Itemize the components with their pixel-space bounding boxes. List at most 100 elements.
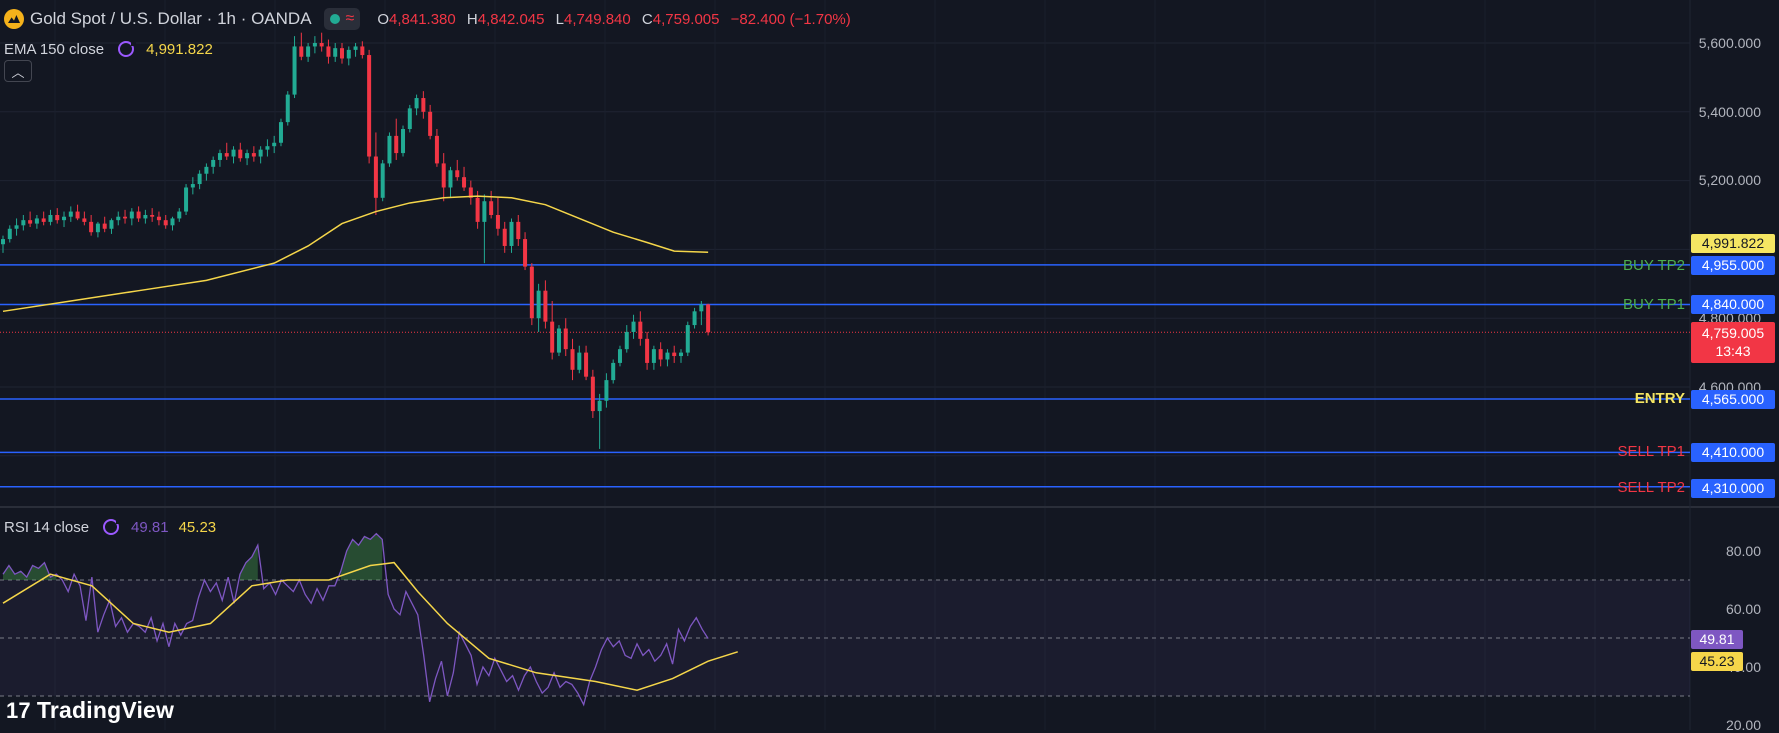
candle-body: [21, 220, 26, 226]
candle-body: [340, 48, 344, 59]
collapse-legend-button[interactable]: ︿: [4, 60, 32, 82]
rsi-legend[interactable]: RSI 14 close 49.81 45.23: [4, 517, 216, 537]
last-price-value: 4,759.005: [1701, 325, 1765, 341]
candle-body: [584, 352, 589, 377]
ema-line: [2, 195, 709, 313]
level-label-sell-tp2: SELL TP2: [1617, 479, 1685, 496]
candle-body: [346, 49, 351, 59]
candle-body: [441, 163, 446, 188]
candle-body: [238, 149, 243, 159]
candle-body: [75, 211, 80, 219]
candle-body: [258, 149, 263, 157]
candle-body: [434, 135, 439, 164]
candle-body: [387, 135, 392, 164]
level-tag-entry: 4,565.000: [1691, 390, 1775, 409]
candle-body: [529, 266, 534, 319]
candle-body: [312, 43, 317, 47]
rsi-ma-value-tag: 45.23: [1691, 652, 1743, 671]
candle-body: [265, 146, 270, 150]
price-axis-tick: 5,600.000: [1698, 35, 1761, 51]
candle-body: [645, 338, 650, 363]
candle-body: [48, 215, 53, 222]
candle-body: [394, 135, 399, 154]
candle-body: [631, 321, 636, 332]
candle-body: [353, 46, 358, 50]
candle-body: [285, 94, 290, 123]
candle-body: [95, 223, 100, 233]
candle-body: [665, 352, 670, 360]
symbol-header[interactable]: Gold Spot / U.S. Dollar · 1h · OANDA ≈ O…: [4, 8, 851, 30]
symbol-title[interactable]: Gold Spot / U.S. Dollar · 1h · OANDA: [30, 9, 312, 28]
candle-body: [123, 216, 128, 219]
candle-body: [685, 325, 690, 353]
candle-body: [197, 173, 202, 185]
tradingview-logo[interactable]: 17 TradingView: [6, 697, 175, 723]
candle-body: [28, 220, 33, 224]
candle-body: [597, 400, 602, 412]
candle-body: [489, 201, 494, 215]
candle-body: [611, 362, 616, 381]
candle-body: [129, 211, 134, 219]
level-tag-buy-tp2: 4,955.000: [1691, 256, 1775, 275]
candle-body: [482, 201, 487, 222]
ema-legend-label: EMA 150 close: [4, 40, 105, 58]
level-label-entry: ENTRY: [1634, 390, 1685, 407]
indicator-settings-icon[interactable]: [118, 41, 137, 57]
candle-body: [706, 304, 711, 333]
candle-body: [170, 218, 175, 226]
level-label-buy-tp2: BUY TP2: [1623, 257, 1685, 274]
market-status-pill[interactable]: ≈: [323, 8, 361, 30]
candle-body: [68, 211, 73, 217]
candle-body: [563, 328, 568, 350]
candle-body: [34, 218, 39, 224]
candle-body: [333, 48, 338, 57]
level-tag-sell-tp2: 4,310.000: [1691, 479, 1775, 498]
candlesticks: [1, 32, 711, 449]
last-price-tag: 4,759.005 13:43: [1691, 322, 1775, 363]
chevron-up-icon: ︿: [11, 64, 25, 80]
candle-body: [306, 46, 311, 57]
candle-body: [428, 111, 433, 136]
candle-body: [272, 142, 277, 147]
candle-body: [326, 46, 331, 57]
candle-body: [190, 184, 195, 188]
indicator-settings-icon[interactable]: [103, 519, 122, 535]
candle-body: [14, 225, 19, 229]
candle-body: [475, 197, 480, 222]
trade-levels: [0, 264, 1690, 488]
rsi-axis-tick: 60.00: [1725, 601, 1761, 617]
candle-body: [116, 216, 121, 221]
rsi-ma-legend-value: 45.23: [178, 518, 217, 536]
change-value: −82.400 (−1.70%): [730, 10, 851, 28]
rsi-pane: [0, 532, 1690, 707]
candle-body: [245, 153, 250, 159]
candle-body: [509, 221, 514, 246]
rsi-line: [2, 532, 709, 707]
rsi-legend-label: RSI 14 close: [4, 518, 90, 536]
candle-body: [278, 122, 283, 143]
candle-body: [373, 156, 378, 198]
candle-body: [299, 46, 304, 57]
candle-body: [109, 220, 114, 229]
candle-body: [367, 55, 372, 157]
candle-body: [414, 98, 419, 109]
candle-body: [556, 328, 561, 353]
rsi-axis-tick: 80.00: [1725, 543, 1761, 559]
candle-body: [462, 177, 467, 188]
rsi-overbought-fill: [340, 533, 383, 580]
candle-body: [543, 290, 548, 322]
candle-body: [421, 98, 426, 112]
candle-body: [1, 239, 5, 245]
candle-body: [692, 311, 697, 326]
candle-body: [319, 43, 324, 47]
candle-body: [624, 331, 629, 350]
candle-body: [82, 218, 87, 222]
low-value: 4,749.840: [564, 10, 631, 28]
candle-body: [89, 221, 94, 233]
candle-body: [7, 228, 12, 240]
bar-countdown: 13:43: [1715, 343, 1751, 359]
ema-legend[interactable]: EMA 150 close 4,991.822: [4, 39, 213, 59]
candle-body: [136, 211, 141, 219]
rsi-axis-tick: 20.00: [1725, 717, 1761, 733]
